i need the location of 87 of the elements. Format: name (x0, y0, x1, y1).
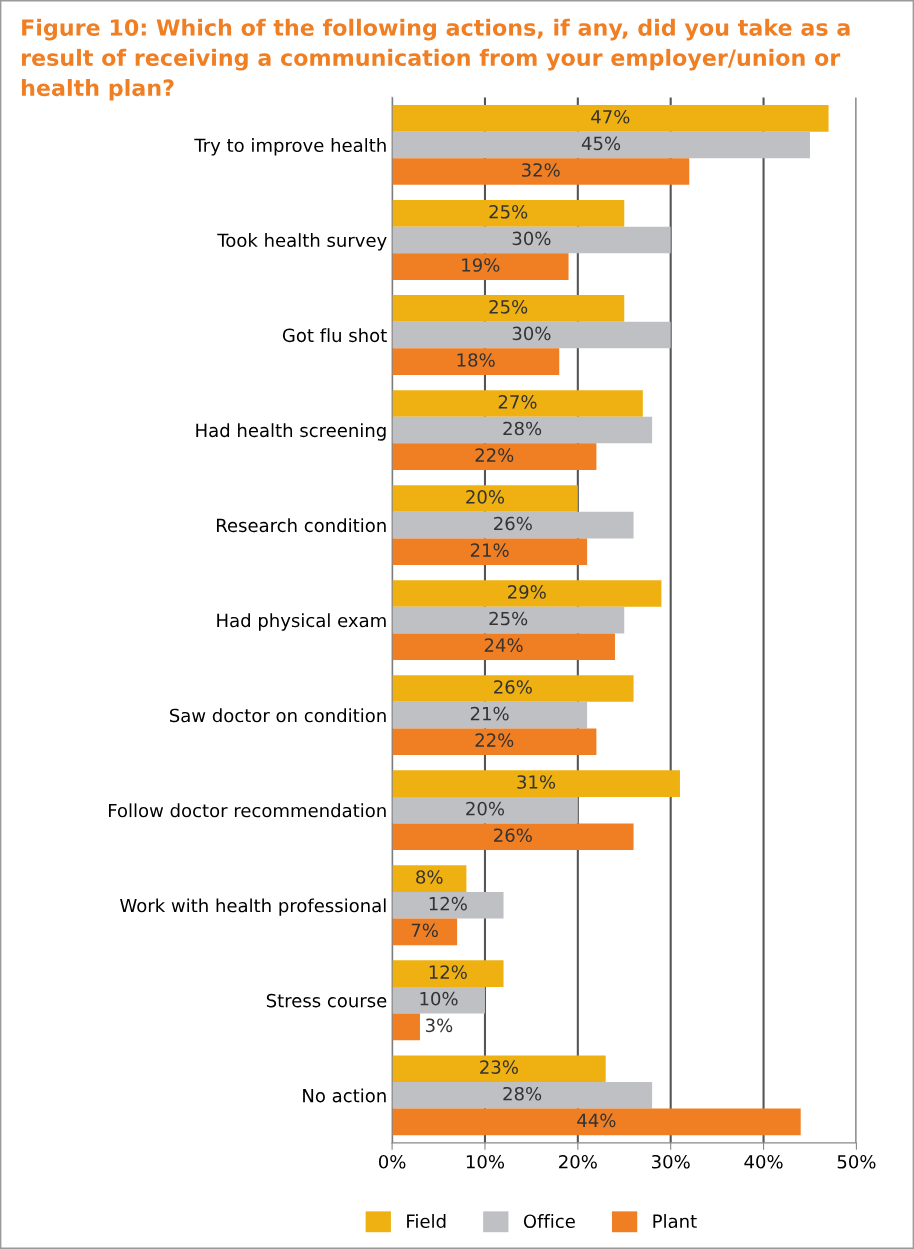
data-label: 29% (508, 585, 546, 599)
bar (392, 986, 485, 1014)
bar (392, 158, 690, 185)
data-label: 10% (420, 991, 458, 1006)
bar (392, 1082, 653, 1109)
x-tick-label: 0% (378, 1154, 406, 1169)
bar (392, 131, 810, 159)
bar (392, 918, 458, 946)
data-label: 47% (591, 109, 630, 124)
bar (392, 321, 671, 349)
data-label: 21% (470, 543, 509, 557)
data-label: 44% (577, 1113, 616, 1128)
legend-label: Field (407, 1214, 446, 1229)
data-label: 30% (512, 326, 551, 341)
legend-label: Plant (653, 1214, 697, 1229)
x-tick-label: 50% (837, 1154, 876, 1169)
bar (392, 580, 662, 607)
bar (392, 538, 588, 566)
data-label: 24% (484, 638, 523, 652)
bar (392, 606, 625, 634)
bar (392, 675, 634, 702)
x-tick-label: 20% (559, 1154, 597, 1169)
data-label: 32% (522, 163, 560, 177)
bar (392, 960, 504, 987)
bar (392, 511, 634, 539)
y-tick-label: Stress course (266, 993, 387, 1008)
bar (392, 1108, 801, 1136)
y-tick-label: Had health screening (196, 423, 386, 441)
bar (392, 1013, 420, 1041)
data-label: 3% (425, 1018, 453, 1033)
data-label: 7% (411, 923, 438, 938)
bar (392, 348, 560, 375)
data-label: 28% (503, 1086, 542, 1101)
y-tick-label: Had physical exam (217, 613, 386, 631)
x-tick-label: 30% (652, 1154, 690, 1169)
bar (392, 1055, 606, 1083)
data-label: 30% (512, 231, 551, 246)
data-label: 21% (470, 706, 509, 721)
y-tick-label: Took health survey (217, 233, 387, 251)
data-label: 22% (475, 733, 514, 748)
data-label: 18% (457, 353, 495, 367)
bar (392, 796, 578, 824)
bar (392, 823, 634, 851)
bar (392, 226, 671, 254)
data-label: 45% (581, 136, 621, 151)
bar (392, 770, 680, 797)
data-label: 25% (489, 299, 528, 314)
bar (392, 105, 829, 132)
data-label: 26% (494, 516, 532, 531)
bar (392, 416, 653, 444)
data-label: 12% (429, 965, 467, 979)
x-tick-label: 40% (744, 1154, 783, 1169)
bar (392, 253, 569, 280)
y-tick-label: Try to improve health (194, 138, 386, 156)
legend-label: Office (523, 1214, 575, 1229)
y-tick-label: Research condition (216, 518, 386, 533)
data-label: 26% (494, 680, 532, 694)
bar (392, 390, 643, 417)
data-label: 25% (489, 611, 528, 626)
data-label: 26% (494, 828, 532, 843)
data-label: 20% (466, 801, 505, 816)
data-label: 22% (475, 448, 514, 462)
bar (392, 485, 578, 512)
bar (392, 701, 588, 729)
x-tick-label: 10% (466, 1154, 505, 1169)
y-tick-label: Saw doctor on condition (169, 708, 386, 723)
chart-title: Figure 10: Which of the following actions, if any, did you take as a result of receiving a communication from your employer/union or health plan? (21, 18, 850, 101)
y-tick-label: Follow doctor recommendation (108, 803, 386, 818)
data-label: 31% (517, 775, 556, 789)
data-label: 20% (466, 490, 505, 504)
data-label: 28% (503, 421, 542, 436)
y-tick-label: Got flu shot (282, 328, 387, 343)
bar (392, 200, 625, 227)
data-label: 27% (498, 395, 537, 409)
bar (392, 443, 597, 470)
bar (392, 728, 597, 756)
y-tick-label: Work with health professional (120, 898, 386, 916)
data-label: 25% (489, 204, 528, 219)
bar (392, 891, 504, 919)
data-label: 12% (429, 896, 467, 911)
bar (392, 633, 615, 661)
data-label: 19% (462, 258, 500, 272)
data-label: 23% (480, 1060, 518, 1074)
bar (392, 295, 625, 322)
bar (392, 865, 467, 892)
y-tick-label: No action (303, 1088, 386, 1103)
data-label: 8% (416, 870, 443, 884)
